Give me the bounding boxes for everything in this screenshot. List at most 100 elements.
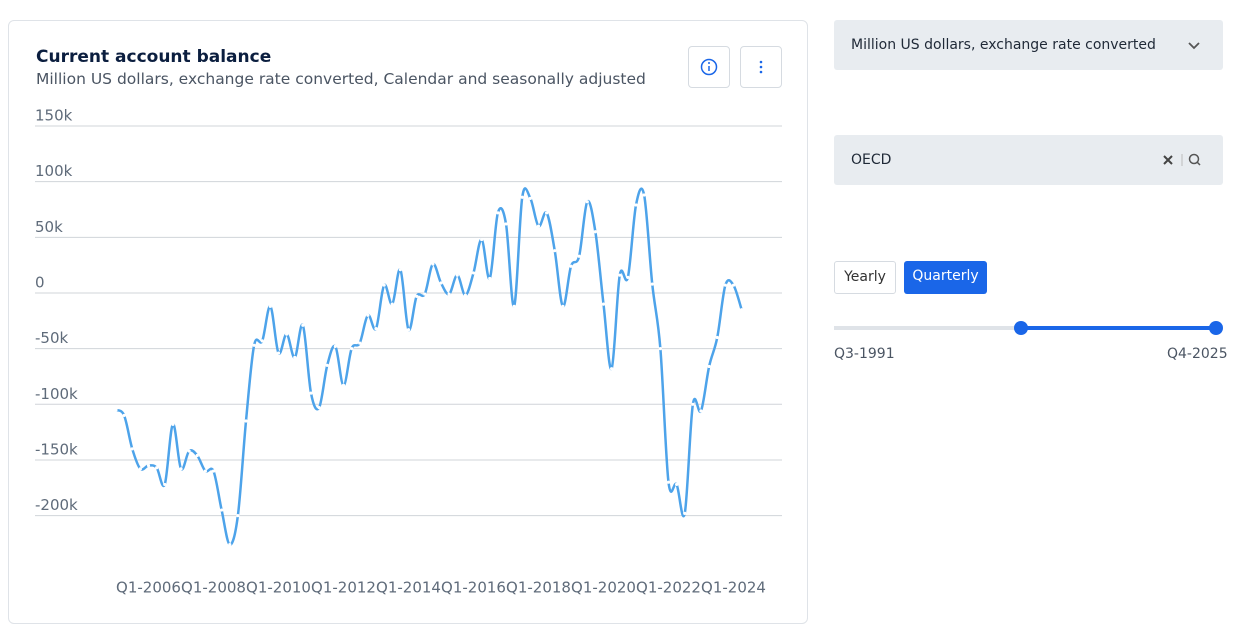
data-point: [463, 293, 467, 297]
data-point: [122, 413, 126, 418]
data-point: [358, 341, 362, 345]
data-point: [658, 347, 662, 351]
chart-subtitle: Million US dollars, exchange rate conver…: [36, 70, 646, 88]
data-point: [285, 332, 289, 336]
y-tick-label: 50k: [35, 218, 63, 236]
data-point: [228, 542, 232, 547]
data-point: [211, 469, 216, 473]
data-point: [268, 304, 272, 308]
data-point: [723, 283, 727, 287]
data-point: [561, 304, 565, 308]
y-tick-label: 100k: [35, 162, 73, 180]
x-tick-label: Q1-2024: [701, 579, 766, 597]
data-point: [528, 196, 532, 200]
data-point: [666, 480, 671, 484]
quarterly-button[interactable]: Quarterly: [904, 261, 987, 294]
data-point: [236, 514, 240, 518]
data-point: [545, 211, 549, 215]
data-point: [480, 237, 484, 242]
data-point: [740, 308, 744, 312]
data-point: [431, 262, 435, 266]
data-point: [341, 383, 346, 387]
chart-title: Current account balance: [36, 47, 272, 67]
range-end: Q4-2025: [1167, 346, 1228, 362]
data-point: [577, 254, 581, 258]
search-icons: [1163, 153, 1201, 166]
menu-icon: [759, 60, 763, 74]
range-start: Q3-1991: [834, 346, 895, 362]
chevron: [1188, 42, 1200, 50]
y-tick-label: -50k: [35, 329, 68, 347]
data-point: [471, 271, 476, 275]
data-point: [569, 264, 573, 268]
search-box[interactable]: OECD: [834, 135, 1223, 185]
data-point: [601, 302, 606, 306]
x-tick-label: Q1-2012: [311, 579, 376, 597]
data-point: [252, 343, 256, 347]
x-tick-label: Q1-2014: [376, 579, 441, 597]
data-point: [406, 328, 411, 332]
data-point: [203, 469, 207, 473]
yearly-button[interactable]: Yearly: [834, 261, 896, 294]
unit-dropdown[interactable]: Million US dollars, exchange rate conver…: [834, 20, 1223, 70]
data-point: [260, 339, 264, 343]
data-point: [350, 347, 354, 351]
series-line: [115, 187, 743, 546]
data-point: [382, 283, 386, 287]
x-tick-label: Q1-2022: [636, 579, 701, 597]
data-point: [146, 463, 151, 468]
data-point: [642, 193, 646, 197]
data-point: [675, 482, 679, 487]
data-point: [650, 282, 654, 286]
data-point: [220, 508, 224, 512]
data-point: [179, 467, 183, 471]
slider-handle[interactable]: [1209, 321, 1223, 335]
slider-handle[interactable]: [1014, 321, 1028, 335]
unit-label: Million US dollars, exchange rate conver…: [851, 37, 1156, 53]
x-tick-label: Q1-2016: [441, 579, 506, 597]
data-point: [626, 275, 630, 279]
data-point: [715, 335, 719, 340]
data-point: [187, 449, 191, 453]
data-point: [317, 406, 321, 410]
data-point: [293, 355, 297, 360]
data-point: [512, 304, 516, 308]
data-point: [423, 292, 427, 296]
data-point: [374, 326, 378, 331]
search-value: OECD: [851, 152, 892, 168]
info-button[interactable]: [688, 46, 730, 88]
data-point: [390, 302, 394, 306]
data-point: [455, 273, 459, 277]
data-point: [691, 402, 695, 406]
data-point: [163, 482, 167, 487]
x-tick-label: Q1-2008: [181, 579, 246, 597]
data-point: [618, 273, 622, 277]
data-point: [585, 200, 589, 204]
x-tick-label: Q1-2020: [571, 579, 636, 597]
data-point: [415, 294, 419, 298]
data-point: [439, 281, 443, 285]
chart-card: Current account balance Million US dolla…: [8, 20, 808, 624]
y-tick-label: -200k: [35, 496, 78, 514]
data-point: [333, 344, 337, 349]
data-point: [504, 222, 508, 226]
range-slider[interactable]: [830, 318, 1230, 338]
data-point: [309, 391, 313, 395]
data-point: [488, 276, 492, 281]
data-point: [536, 224, 541, 228]
data-point: [496, 211, 500, 215]
x-tick-label: Q1-2006: [116, 579, 181, 597]
data-point: [130, 447, 134, 451]
data-point: [325, 363, 329, 367]
data-point: [155, 466, 159, 470]
x-tick-label: Q1-2018: [506, 579, 571, 597]
data-point: [301, 323, 305, 327]
menu-button[interactable]: [740, 46, 782, 88]
data-point: [683, 511, 687, 515]
x-tick-label: Q1-2010: [246, 579, 311, 597]
data-point: [366, 313, 370, 317]
data-point: [276, 351, 281, 355]
y-tick-label: 0: [35, 273, 45, 291]
